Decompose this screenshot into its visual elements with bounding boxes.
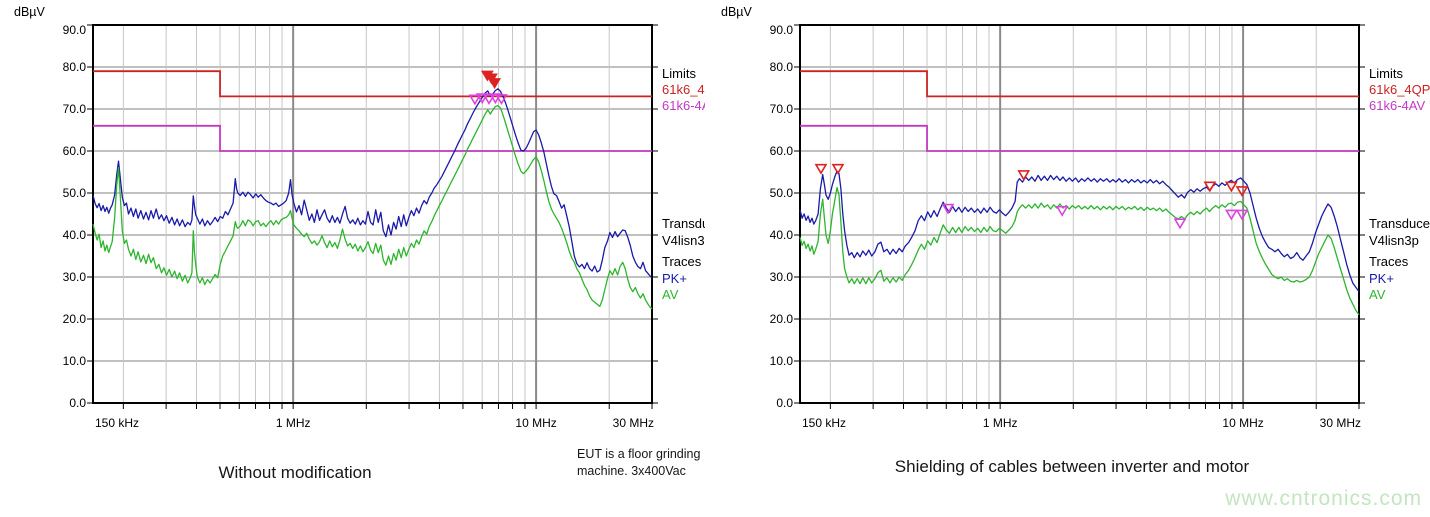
x-axis-tick-label: 1 MHz [276,416,311,430]
legend-transducer-label: Transducer [1369,216,1430,231]
y-axis-tick-label: 20.0 [770,312,794,326]
limit-line-av [93,124,652,152]
marker-qp-triangle-icon [1235,186,1249,197]
legend-trace-pk-label: PK+ [662,271,687,286]
x-axis-tick-label: 30 MHz [613,416,654,430]
limit-line-av [800,124,1359,152]
y-axis-tick-label: 30.0 [63,270,87,284]
legend-limits-label: Limits [1369,66,1403,81]
legend-transducer-label: Transducer [662,216,705,231]
legend-limit-av-label: 61k6-4AV [662,98,705,113]
y-axis-tick-label: 10.0 [63,354,87,368]
legend-traces-label: Traces [1369,254,1409,269]
marker-av-triangle-icon [495,94,508,105]
x-axis-tick-label: 30 MHz [1320,416,1361,430]
trace-pk [799,170,1360,293]
y-axis-tick-label: 90.0 [63,23,87,37]
y-axis-tick-label: 60.0 [770,144,794,158]
marker-qp-triangle-icon [488,78,502,90]
watermark: www.cntronics.com [1225,487,1422,510]
y-axis-tick-label: 70.0 [770,102,794,116]
y-axis-tick-label: 20.0 [63,312,87,326]
trace-pk [92,88,653,279]
marker-qp-triangle-icon [1224,181,1238,193]
x-axis-tick-label: 1 MHz [983,416,1018,430]
y-axis-tick-label: 0.0 [776,396,793,410]
legend-trace-pk-label: PK+ [1369,271,1394,286]
marker-qp-triangle-icon [831,163,845,175]
eut-note-line1: EUT is a floor grinding [577,447,701,461]
legend-trace-av-label: AV [1369,287,1386,302]
chart-title-left: Without modification [218,463,372,482]
trace-av [92,104,653,310]
marker-qp-triangle-icon [1203,181,1217,193]
marker-qp-triangle-icon [1017,170,1031,182]
emc-chart-without-modification: dBµV 0.0 10.0 20.0 30.0 40.0 50.0 60.0 70.0 80.0 9… [0,0,728,450]
x-axis-tick-label: 10 MHz [515,416,556,430]
limit-line-qp [93,70,652,98]
legend-traces-label: Traces [662,254,702,269]
y-axis-tick-label: 30.0 [770,270,794,284]
y-axis-tick-label: 90.0 [770,23,794,37]
plot-frame [92,24,653,404]
y-axis-unit-label: dBµV [721,5,752,19]
marker-av-triangle-icon [468,94,482,106]
marker-av-triangle-icon [482,94,496,105]
emc-plot-left: dBµV 0.0 10.0 20.0 30.0 40.0 50.0 60.0 70.0 80.0 9… [14,5,728,430]
y-axis-tick-label: 70.0 [63,102,87,116]
y-axis-tick-label: 40.0 [63,228,87,242]
marker-av-triangle-icon [1055,205,1069,217]
y-axis-unit-label: dBµV [14,5,45,19]
marker-av-triangle-icon [1235,209,1249,221]
plot-frame [799,24,1360,404]
emc-chart-shielded-cables: dBµV 0.0 10.0 20.0 30.0 40.0 50.0 60.0 70.0 80.0 9… [707,0,1430,450]
y-axis-tick-label: 60.0 [63,144,87,158]
eut-note: EUT is a floor grinding machine. 3x400Va… [577,446,717,480]
y-axis-tick-label: 80.0 [63,60,87,74]
marker-qp-triangle-icon [814,163,828,175]
y-axis-tick-label: 40.0 [770,228,794,242]
legend-trace-av-label: AV [662,287,679,302]
y-axis-tick-label: 50.0 [63,186,87,200]
y-axis-tick-label: 0.0 [69,396,86,410]
marker-av-triangle-icon [941,203,955,215]
x-axis-tick-label: 150 kHz [95,416,139,430]
legend-transducer-value: V4lisn3p [662,233,705,248]
y-axis-tick-label: 80.0 [770,60,794,74]
legend-limit-av-label: 61k6-4AV [1369,98,1425,113]
chart-title-right: Shielding of cables between inverter and… [894,457,1250,476]
marker-av-triangle-icon [1224,209,1238,221]
limit-line-qp [800,70,1359,98]
legend-limits-label: Limits [662,66,696,81]
legend-limit-qp-label: 61k6_4QP [662,82,705,97]
marker-av-triangle-icon [1173,218,1187,230]
emc-plot-right: dBµV 0.0 10.0 20.0 30.0 40.0 50.0 60.0 70.0 80.0 9… [721,5,1430,430]
legend-limit-qp-label: 61k6_4QP [1369,82,1430,97]
x-axis-tick-label: 10 MHz [1222,416,1263,430]
y-axis-tick-label: 50.0 [770,186,794,200]
y-axis-tick-label: 10.0 [770,354,794,368]
marker-av-triangle-icon [475,93,489,105]
legend-transducer-value: V4lisn3p [1369,233,1419,248]
x-axis-tick-label: 150 kHz [802,416,846,430]
eut-note-line2: machine. 3x400Vac [577,464,686,478]
